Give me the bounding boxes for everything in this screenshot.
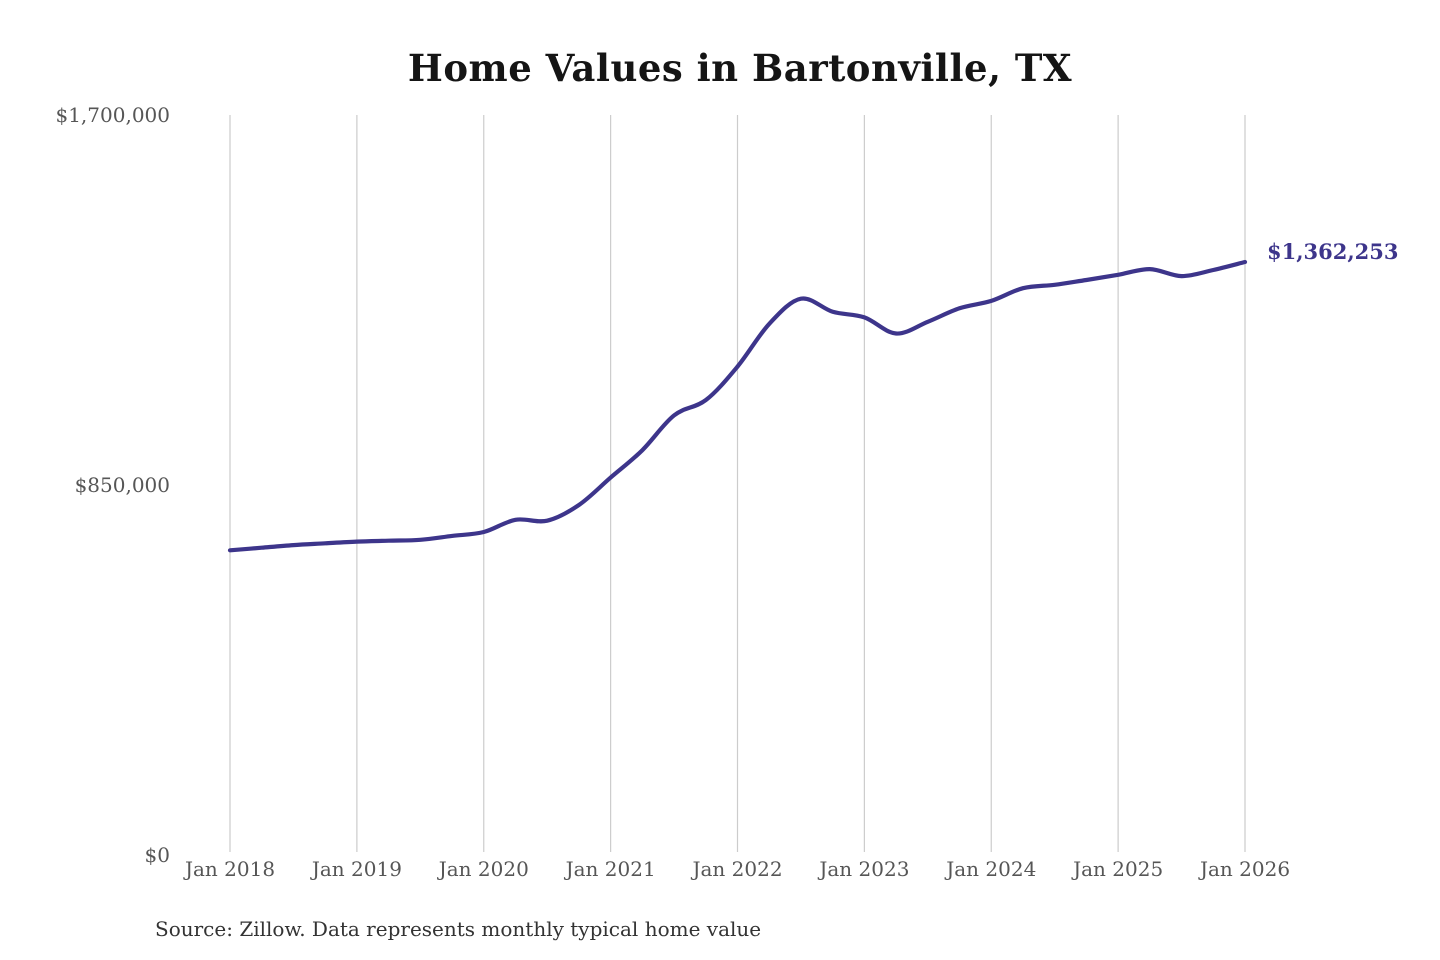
x-axis-tick-label: Jan 2019 bbox=[311, 857, 402, 881]
x-axis-tick-label: Jan 2021 bbox=[565, 857, 656, 881]
y-axis-tick-label: $0 bbox=[144, 843, 170, 867]
x-axis-tick-label: Jan 2024 bbox=[946, 857, 1037, 881]
value-line bbox=[227, 259, 1248, 553]
gridlines bbox=[229, 115, 1246, 852]
x-axis-tick-label: Jan 2026 bbox=[1199, 857, 1291, 881]
chart-title: Home Values in Bartonville, TX bbox=[407, 46, 1073, 90]
latest-value-label: $1,362,253 bbox=[1267, 239, 1399, 265]
source-note: Source: Zillow. Data represents monthly … bbox=[155, 917, 762, 941]
x-axis-tick-label: Jan 2018 bbox=[184, 857, 276, 881]
x-axis-tick-label: Jan 2020 bbox=[438, 857, 529, 881]
x-axis-tick-label: Jan 2025 bbox=[1073, 857, 1164, 881]
y-axis-tick-label: $1,700,000 bbox=[55, 103, 170, 127]
y-axis-tick-label: $850,000 bbox=[74, 473, 170, 497]
x-axis-tick-label: Jan 2023 bbox=[819, 857, 910, 881]
x-axis-tick-label: Jan 2022 bbox=[692, 857, 783, 881]
